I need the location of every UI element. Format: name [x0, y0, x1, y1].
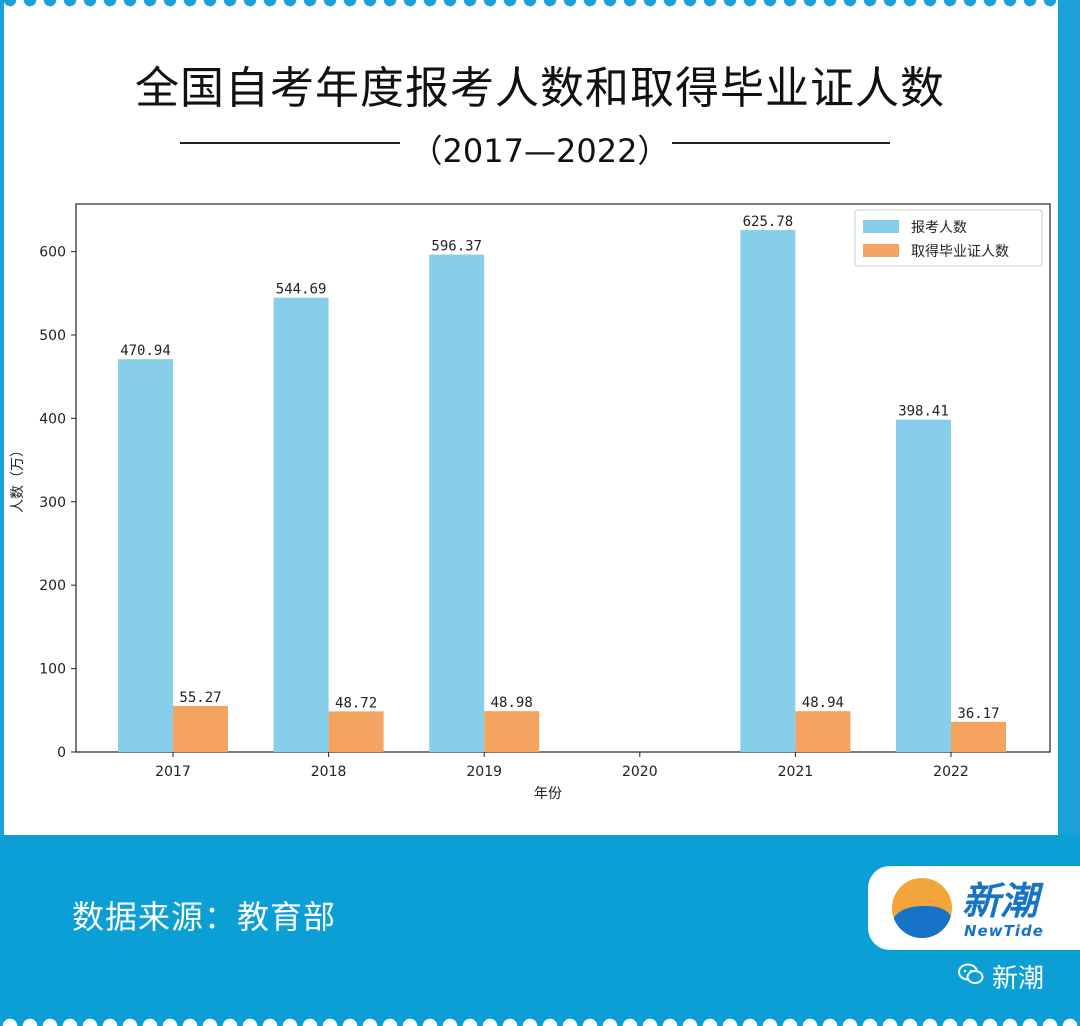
bar-applicants-2017: [118, 359, 173, 752]
x-tick-label: 2018: [311, 764, 347, 780]
logo-text-en: NewTide: [964, 922, 1044, 940]
bar-data-label: 470.94: [120, 343, 171, 359]
wechat-icon: [958, 963, 984, 984]
x-tick-label: 2021: [778, 764, 814, 780]
plot-frame: [75, 203, 1051, 753]
page-subtitle: （2017—2022）: [410, 132, 670, 170]
bar-data-label: 55.27: [179, 690, 221, 706]
x-tick-label: 2019: [466, 764, 502, 780]
bar-applicants-2022: [896, 419, 951, 752]
bottom-scallop-border: [0, 1008, 1080, 1026]
bar-graduates-2017: [173, 705, 228, 752]
bar-applicants-2018: [273, 297, 329, 752]
legend-box: [854, 209, 1043, 267]
legend-swatch: [863, 220, 899, 233]
bar-applicants-2021: [740, 230, 796, 753]
y-tick-label: 400: [39, 411, 66, 427]
data-source: 数据来源：教育部: [72, 898, 337, 936]
frame-right-border: [1058, 0, 1080, 835]
bar-chart: 0 100 200 300 400 500 600 2017 470.94 55.27 2018 54…: [10, 203, 1051, 802]
bar-graduates-2019: [484, 711, 540, 752]
wechat-account-name: 新潮: [992, 964, 1045, 994]
bar-graduates-2021: [795, 711, 851, 752]
y-tick-label: 0: [57, 745, 66, 761]
x-axis-label: 年份: [534, 786, 562, 802]
legend-swatch: [863, 244, 899, 257]
frame-left-border: [0, 0, 4, 835]
subtitle-rule-right: [672, 142, 890, 144]
bar-data-label: 625.78: [743, 214, 794, 230]
logo-emblem-icon: [892, 878, 952, 938]
subtitle-rule-left: [180, 142, 400, 144]
y-tick-label: 500: [39, 328, 66, 344]
y-tick-label: 100: [39, 662, 66, 678]
top-scallop-border: [0, 0, 1080, 10]
y-axis-label: 人数（万）: [10, 443, 26, 513]
bar-data-label: 48.72: [335, 695, 377, 711]
x-tick-label: 2020: [622, 764, 658, 780]
bar-data-label: 544.69: [276, 282, 327, 298]
y-tick-label: 600: [39, 245, 66, 261]
bar-data-label: 48.94: [802, 695, 844, 711]
x-tick-label: 2017: [155, 764, 191, 780]
brand-logo: 新潮 NewTide: [868, 866, 1080, 950]
y-tick-label: 200: [39, 578, 66, 594]
legend-entry: 报考人数: [911, 220, 967, 236]
bar-graduates-2018: [328, 711, 384, 752]
bar-data-label: 398.41: [898, 404, 949, 420]
bar-applicants-2019: [429, 254, 485, 752]
logo-text-cn: 新潮: [962, 879, 1039, 923]
page-title: 全国自考年度报考人数和取得毕业证人数: [135, 63, 945, 114]
bar-data-label: 596.37: [431, 239, 482, 255]
x-tick-label: 2022: [933, 764, 969, 780]
bar-data-label: 36.17: [957, 706, 999, 722]
y-tick-label: 300: [39, 495, 66, 511]
bar-graduates-2022: [951, 721, 1006, 752]
bar-data-label: 48.98: [491, 695, 533, 711]
legend-entry: 取得毕业证人数: [911, 243, 1009, 260]
